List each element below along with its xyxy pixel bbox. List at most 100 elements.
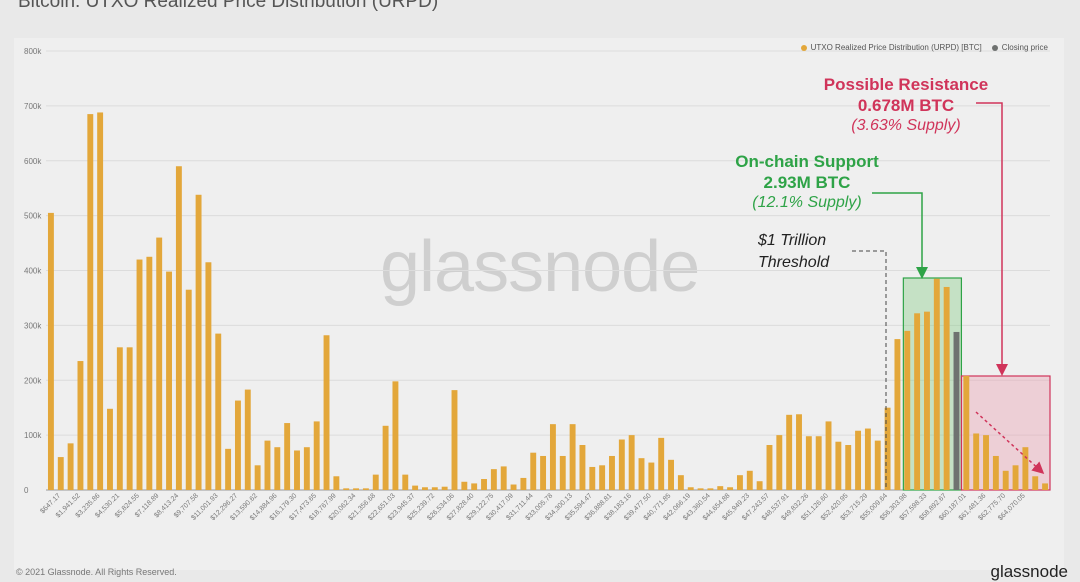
urpd-bar [362,488,369,490]
y-tick-label: 200k [24,376,42,385]
urpd-bar [431,487,438,490]
y-tick-label: 600k [24,157,42,166]
urpd-bar [195,194,202,490]
urpd-bar [717,486,724,490]
urpd-bar [215,333,222,490]
support-title-line1: On-chain Support [735,152,879,171]
support-title-line2: 2.93M BTC [763,173,851,192]
urpd-bar [313,421,320,490]
urpd-bar [175,166,182,491]
urpd-bar [874,440,881,490]
urpd-bar [776,435,783,490]
urpd-bar [943,286,950,490]
urpd-bar [471,483,478,490]
urpd-bar [343,488,350,490]
urpd-bar [382,425,389,490]
urpd-bar [274,447,281,490]
legend-swatch-closing [991,44,998,51]
urpd-bar [264,440,271,490]
legend-label-closing: Closing price [1001,43,1048,52]
urpd-bar [500,466,507,490]
urpd-bar [461,481,468,490]
chart-title: Bitcoin: UTXO Realized Price Distributio… [18,0,439,12]
urpd-bar [451,390,458,490]
urpd-bar [1002,470,1009,490]
threshold-line1: $1 Trillion [758,232,827,249]
urpd-bar [47,212,54,490]
threshold-line2: Threshold [758,254,830,271]
urpd-bar [638,458,645,490]
urpd-bar [736,475,743,490]
urpd-bar [57,457,64,490]
urpd-bar [697,488,704,490]
urpd-bar [422,487,428,490]
urpd-bar [992,455,999,490]
urpd-bar [589,466,596,490]
urpd-bar [864,428,871,490]
urpd-bar [353,488,360,490]
support-annotation: On-chain Support 2.93M BTC (12.1% Supply… [712,151,902,213]
urpd-bar [963,375,970,490]
y-tick-label: 500k [24,212,42,221]
urpd-bar [303,447,310,490]
urpd-bar [156,237,163,490]
urpd-bar [333,476,340,490]
resistance-supply: (3.63% Supply) [851,117,961,134]
urpd-bar [746,470,753,490]
urpd-bar [412,485,419,490]
urpd-bar [796,414,802,490]
urpd-bar [609,455,615,490]
urpd-bar [825,421,832,490]
urpd-bar [894,339,901,490]
urpd-bar [727,487,734,490]
urpd-bar [815,436,822,490]
urpd-bar [441,486,448,490]
urpd-bar [116,347,123,490]
urpd-bar [97,112,104,491]
support-arrow [872,192,928,279]
urpd-bar [1012,465,1019,490]
urpd-bar [569,424,576,490]
urpd-bar [766,445,773,490]
legend-swatch-urpd [800,44,807,51]
urpd-bar [530,452,537,490]
urpd-bar [855,430,862,490]
urpd-bar [402,474,409,490]
urpd-bar [1032,476,1039,490]
y-tick-label: 300k [24,321,42,330]
urpd-bar [294,450,300,490]
urpd-bar [983,435,989,490]
legend-item-urpd: UTXO Realized Price Distribution (URPD) … [800,43,982,52]
urpd-bar [481,479,487,490]
y-tick-label: 800k [24,47,42,56]
urpd-bar [786,414,793,490]
threshold-annotation: $1 Trillion Threshold [758,230,852,274]
urpd-bar [372,474,379,490]
urpd-bar [973,433,980,490]
urpd-bar [914,313,921,490]
urpd-bar [658,437,665,490]
support-supply: (12.1% Supply) [752,194,862,211]
urpd-bar [225,448,232,490]
urpd-bar [549,424,556,490]
urpd-bar [77,361,84,490]
urpd-bar [628,435,635,490]
urpd-bar [1042,483,1049,490]
urpd-bar [254,465,261,490]
urpd-bar [933,278,940,490]
urpd-bar [707,488,714,490]
urpd-bar [805,436,812,490]
urpd-bar [87,114,94,490]
urpd-bar [687,487,694,490]
closing-price-bar [953,331,960,490]
urpd-bar [205,262,212,490]
urpd-bar [166,271,172,490]
y-tick-label: 700k [24,102,42,111]
urpd-bar [107,408,113,490]
urpd-bar [618,439,625,490]
legend-label-urpd: UTXO Realized Price Distribution (URPD) … [810,43,982,52]
urpd-bar [559,455,566,490]
urpd-bar [284,423,291,490]
urpd-bar [244,389,251,490]
urpd-bar [668,459,674,490]
